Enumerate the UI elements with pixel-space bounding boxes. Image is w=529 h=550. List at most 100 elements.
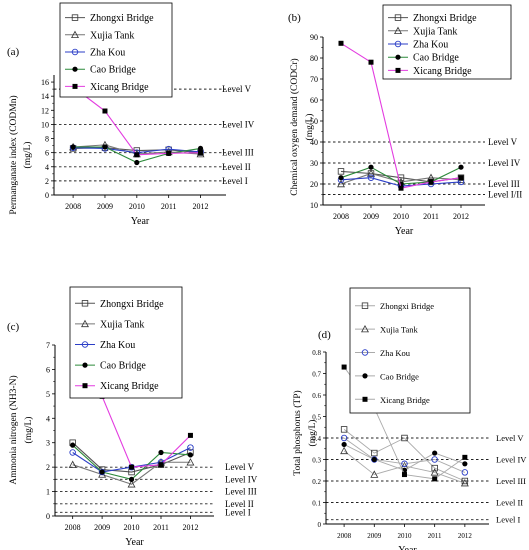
data-point-cao-bridge-2011	[158, 449, 164, 456]
data-point-xicang-bridge-2008	[338, 40, 344, 46]
data-point-xujia-tank-2008	[340, 446, 349, 455]
data-point-xicang-bridge-2010	[129, 464, 135, 470]
legend-marker-zha-kou	[71, 48, 79, 56]
data-point-xicang-bridge-2009	[102, 108, 108, 114]
data-point-xicang-bridge-2011	[158, 462, 164, 468]
legend-label-zha-kou: Zha Kou	[90, 48, 125, 59]
x-tick-label: 2011	[428, 532, 442, 540]
level-label-level-ii: Level II	[225, 499, 254, 509]
panel-label: (a)	[7, 46, 20, 58]
y-tick-label: 10	[41, 120, 49, 129]
y-tick-label: 0.4	[312, 435, 321, 443]
panel-label: (c)	[7, 321, 20, 333]
data-point-cao-bridge-2012	[458, 164, 464, 170]
data-point-zhongxi-bridge-2011	[431, 464, 438, 472]
data-point-zhongxi-bridge-2008	[337, 168, 345, 175]
data-point-zha-kou-2011	[431, 456, 438, 463]
y-tick-label: 60	[310, 96, 318, 105]
data-point-xicang-bridge-2011	[166, 150, 172, 156]
series-line-zhongxi-bridge	[343, 429, 466, 482]
data-point-zhongxi-bridge-2012	[461, 477, 469, 485]
legend-label-zhongxi-bridge: Zhongxi Bridge	[100, 299, 164, 310]
data-point-xicang-bridge-2009	[368, 59, 374, 65]
level-label-level-v: Level V	[496, 433, 524, 443]
data-point-xicang-bridge-2010	[398, 185, 404, 191]
legend-marker-xicang-bridge	[72, 83, 78, 89]
level-label-level-v: Level V	[222, 84, 252, 94]
y-tick-label: 20	[310, 180, 318, 189]
level-label-level-i: Level I	[225, 507, 251, 517]
y-axis-label: Permanganate index (CODMn)	[8, 95, 19, 214]
chart-panel-d: (d) Level V Level IV Level III Level II Level…	[292, 287, 527, 550]
data-point-xicang-bridge-2008	[341, 364, 347, 370]
legend-label-zha-kou: Zha Kou	[380, 348, 411, 358]
data-point-zhongxi-bridge-2010	[401, 434, 408, 442]
y-tick-label: 40	[310, 138, 318, 147]
level-label-level-v: Level V	[488, 137, 518, 147]
x-tick-label: 2012	[193, 202, 209, 211]
y-axis-unit: (mg/L)	[304, 114, 315, 141]
data-point-cao-bridge-2009	[368, 164, 374, 170]
level-label-level-iv: Level IV	[496, 455, 527, 465]
data-point-cao-bridge-2008	[70, 144, 76, 150]
legend-marker-zha-kou	[361, 349, 369, 356]
legend-marker-zha-kou	[394, 40, 402, 48]
data-point-xicang-bridge-2012	[458, 175, 464, 181]
y-tick-label: 90	[310, 33, 318, 42]
x-tick-label: 2009	[97, 202, 113, 211]
data-point-cao-bridge-2012	[187, 452, 194, 458]
y-tick-label: 12	[41, 106, 49, 115]
x-tick-label: 2009	[94, 523, 110, 532]
data-point-xicang-bridge-2011	[432, 476, 438, 482]
series-line-xujia-tank	[343, 450, 466, 484]
legend-label-zha-kou: Zha Kou	[413, 40, 448, 51]
data-point-xicang-bridge-2012	[198, 150, 204, 156]
y-tick-label: 0	[46, 512, 50, 521]
x-tick-label: 2012	[453, 212, 469, 221]
y-tick-label: 30	[310, 159, 318, 168]
data-point-xujia-tank-2011	[430, 468, 439, 476]
data-point-xicang-bridge-2011	[428, 179, 434, 185]
legend-label-xicang-bridge: Xicang Bridge	[100, 381, 159, 392]
legend-label-xujia-tank: Xujia Tank	[90, 30, 134, 41]
x-tick-label: 2010	[393, 212, 409, 221]
y-tick-label: 0.2	[312, 478, 321, 486]
data-point-xujia-tank-2012	[460, 479, 469, 487]
y-tick-label: 4	[46, 414, 50, 423]
x-axis-label: Year	[125, 537, 144, 548]
legend-marker-cao-bridge	[72, 66, 78, 72]
level-label-level-iii: Level III	[496, 476, 526, 486]
y-axis-unit: (mg/L)	[22, 142, 33, 169]
y-tick-label: 6	[46, 365, 50, 374]
legend: Zhongxi Bridge Xujia Tank Zha Kou Cao Bridg…	[59, 2, 173, 98]
level-label-level-v: Level V	[225, 462, 255, 472]
legend-marker-zhongxi-bridge	[81, 300, 89, 307]
legend-label-cao-bridge: Cao Bridge	[100, 361, 146, 372]
data-point-zha-kou-2012	[461, 469, 469, 476]
data-point-cao-bridge-2009	[102, 144, 108, 150]
legend-label-cao-bridge: Cao Bridge	[413, 53, 459, 64]
y-tick-label: 5	[46, 390, 50, 399]
level-label-level-iv: Level IV	[222, 119, 255, 129]
legend-label-zhongxi-bridge: Zhongxi Bridge	[380, 301, 434, 311]
y-tick-label: 0	[318, 521, 322, 529]
data-point-zha-kou-2008	[69, 449, 76, 456]
y-tick-label: 70	[310, 75, 318, 84]
y-tick-label: 4	[45, 163, 49, 172]
y-tick-label: 14	[41, 92, 49, 101]
x-tick-label: 2009	[363, 212, 379, 221]
level-label-level-iii: Level III	[488, 179, 520, 189]
y-tick-label: 0	[45, 191, 49, 200]
level-label-level-iv: Level IV	[488, 158, 521, 168]
data-point-xujia-tank-2010	[127, 480, 136, 488]
data-point-xicang-bridge-2012	[462, 454, 468, 460]
data-point-xujia-tank-2009	[370, 470, 379, 478]
level-label-level-iii: Level III	[225, 487, 257, 497]
x-axis-label: Year	[395, 226, 414, 237]
legend-box	[349, 287, 471, 414]
data-point-zhongxi-bridge-2008	[340, 426, 348, 433]
level-label-level-iii: Level III	[222, 148, 254, 158]
data-point-cao-bridge-2009	[371, 456, 377, 463]
y-axis-unit: (mg/L)	[307, 420, 318, 447]
